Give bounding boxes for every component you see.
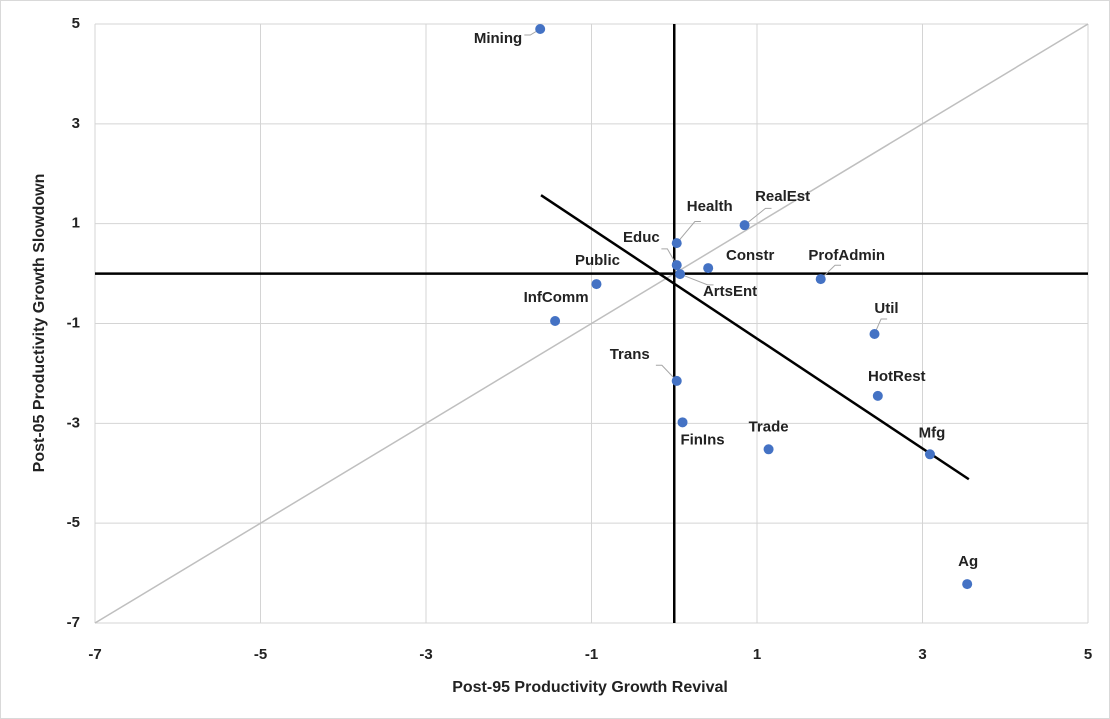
point [962,579,973,590]
x-tick-label: 5 [1084,646,1092,663]
point [550,316,561,327]
leader-line [655,364,678,382]
point-label: Constr [726,247,774,264]
x-tick-label: 3 [918,646,926,663]
point [535,23,546,34]
point-label: Trade [749,418,789,435]
point-label: Public [575,252,620,269]
x-tick-label: -1 [585,646,598,663]
point [703,263,714,274]
y-tick-label: 1 [72,215,80,232]
x-tick-label: -7 [88,646,101,663]
x-tick-label: -5 [254,646,267,663]
point [815,274,826,285]
point-label: Educ [623,229,660,246]
leader-line [679,273,714,286]
point-label: Trans [610,346,650,363]
point [591,279,602,290]
point-label: FinIns [680,431,724,448]
point-label: InfComm [524,289,589,306]
y-tick-label: -3 [67,414,80,431]
point [671,238,682,249]
point [677,417,688,428]
point [869,328,880,339]
point-label: RealEst [755,188,810,205]
point-label: Mfg [919,424,946,441]
y-tick-label: 3 [72,115,80,132]
leader-line [820,264,842,280]
x-tick-label: -3 [419,646,432,663]
y-tick-label: -5 [67,514,80,531]
point-label: Ag [958,553,978,570]
diagonal-line [94,23,1089,624]
leader-line [661,248,678,266]
y-axis-title: Post-05 Productivity Growth Slowdown [31,174,48,473]
point-label: ArtsEnt [703,283,757,300]
point-label: HotRest [868,368,926,385]
x-tick-label: 1 [753,646,761,663]
leader-line [874,318,888,335]
leader-line [676,221,701,244]
leader-line [744,207,772,226]
point [763,444,774,455]
point-label: Util [874,300,898,317]
point [924,449,935,460]
x-axis-title: Post-95 Productivity Growth Revival [452,679,728,696]
point-label: ProfAdmin [808,247,885,264]
point [872,390,883,401]
point [671,260,682,271]
y-tick-label: -1 [67,314,80,331]
y-tick-label: -7 [67,614,80,631]
point-label: Health [687,198,733,215]
point-label: Mining [474,30,522,47]
trend-line [540,194,970,481]
point [671,375,682,386]
y-tick-label: 5 [72,15,80,32]
point [675,269,686,280]
point [739,220,750,231]
